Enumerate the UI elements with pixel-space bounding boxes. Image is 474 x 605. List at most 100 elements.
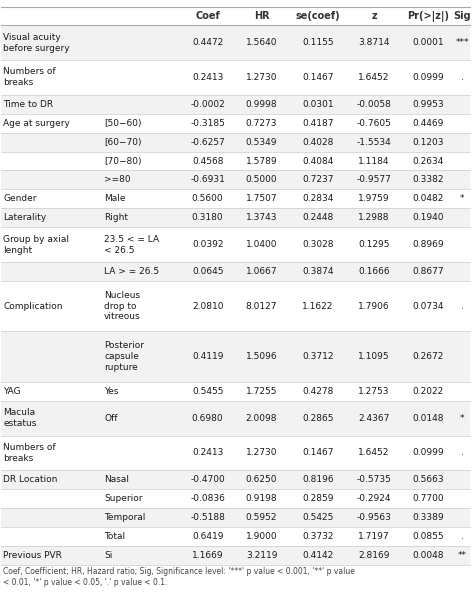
Text: 0.7237: 0.7237 — [302, 175, 334, 185]
Bar — [1, 546, 470, 565]
Text: 0.5600: 0.5600 — [192, 194, 223, 203]
Text: Total: Total — [104, 532, 125, 541]
Text: 1.5789: 1.5789 — [246, 157, 277, 166]
Text: Temporal: Temporal — [104, 513, 146, 522]
Text: Yes: Yes — [104, 387, 118, 396]
Text: 8.0127: 8.0127 — [246, 302, 277, 311]
Text: *: * — [460, 194, 464, 203]
Text: 3.2119: 3.2119 — [246, 551, 277, 560]
Text: Group by axial
lenght: Group by axial lenght — [3, 235, 69, 255]
Bar — [1, 281, 470, 332]
Text: Superior: Superior — [104, 494, 143, 503]
Text: Complication: Complication — [3, 302, 63, 311]
Text: 0.0048: 0.0048 — [412, 551, 444, 560]
Text: Coef, Coefficient; HR, Hazard ratio; Sig, Significance level: '***' p value < 0.: Coef, Coefficient; HR, Hazard ratio; Sig… — [3, 567, 355, 587]
Text: 1.7255: 1.7255 — [246, 387, 277, 396]
Text: 2.8169: 2.8169 — [358, 551, 390, 560]
Text: Nasal: Nasal — [104, 476, 129, 484]
Text: LA > = 26.5: LA > = 26.5 — [104, 267, 159, 276]
Text: 0.4568: 0.4568 — [192, 157, 223, 166]
Bar — [1, 262, 470, 281]
Text: 1.2753: 1.2753 — [358, 387, 390, 396]
Text: 0.0301: 0.0301 — [302, 100, 334, 109]
Bar — [1, 401, 470, 436]
Text: -0.2924: -0.2924 — [357, 494, 392, 503]
Text: 0.3389: 0.3389 — [412, 513, 444, 522]
Text: 0.0148: 0.0148 — [412, 414, 444, 423]
Text: 0.4142: 0.4142 — [302, 551, 334, 560]
Text: DR Location: DR Location — [3, 476, 58, 484]
Text: Posterior
capsule
rupture: Posterior capsule rupture — [104, 341, 144, 372]
Text: 0.0855: 0.0855 — [412, 532, 444, 541]
Bar — [1, 489, 470, 508]
Text: -0.6257: -0.6257 — [190, 137, 225, 146]
Text: HR: HR — [254, 11, 269, 21]
Bar — [1, 132, 470, 151]
Text: 1.7507: 1.7507 — [246, 194, 277, 203]
Text: -0.0058: -0.0058 — [356, 100, 392, 109]
Text: 0.4028: 0.4028 — [302, 137, 334, 146]
Text: -0.3185: -0.3185 — [190, 119, 225, 128]
Text: 1.7906: 1.7906 — [358, 302, 390, 311]
Text: Coef: Coef — [195, 11, 220, 21]
Text: 2.4367: 2.4367 — [358, 414, 390, 423]
Text: z: z — [371, 11, 377, 21]
Bar — [1, 7, 470, 25]
Bar — [1, 527, 470, 546]
Text: .: . — [461, 302, 464, 311]
Text: -0.0002: -0.0002 — [190, 100, 225, 109]
Text: 1.3743: 1.3743 — [246, 214, 277, 222]
Text: 0.1467: 0.1467 — [302, 448, 334, 457]
Text: Si: Si — [104, 551, 112, 560]
Text: 0.6250: 0.6250 — [246, 476, 277, 484]
Text: 0.4119: 0.4119 — [192, 352, 223, 361]
Text: 0.2413: 0.2413 — [192, 73, 223, 82]
Text: -0.7605: -0.7605 — [356, 119, 392, 128]
Text: 0.5952: 0.5952 — [246, 513, 277, 522]
Text: 0.1940: 0.1940 — [412, 214, 444, 222]
Bar — [1, 470, 470, 489]
Text: .: . — [461, 532, 464, 541]
Text: -1.5534: -1.5534 — [357, 137, 392, 146]
Text: 0.9953: 0.9953 — [412, 100, 444, 109]
Text: Pr(>|z|): Pr(>|z|) — [407, 11, 449, 22]
Text: **: ** — [457, 551, 466, 560]
Text: 0.0999: 0.0999 — [412, 448, 444, 457]
Text: 0.5000: 0.5000 — [246, 175, 277, 185]
Text: 0.4472: 0.4472 — [192, 38, 223, 47]
Text: 0.9198: 0.9198 — [246, 494, 277, 503]
Bar — [1, 227, 470, 262]
Text: 0.0999: 0.0999 — [412, 73, 444, 82]
Text: Numbers of
breaks: Numbers of breaks — [3, 443, 56, 463]
Text: 2.0098: 2.0098 — [246, 414, 277, 423]
Text: 0.3028: 0.3028 — [302, 240, 334, 249]
Bar — [1, 208, 470, 227]
Text: 0.8196: 0.8196 — [302, 476, 334, 484]
Text: Off: Off — [104, 414, 118, 423]
Text: 0.3712: 0.3712 — [302, 352, 334, 361]
Text: 0.7273: 0.7273 — [246, 119, 277, 128]
Text: [70−80): [70−80) — [104, 157, 142, 166]
Text: Numbers of
breaks: Numbers of breaks — [3, 68, 56, 87]
Text: se(coef): se(coef) — [296, 11, 340, 21]
Text: 1.6452: 1.6452 — [358, 73, 390, 82]
Bar — [1, 382, 470, 401]
Text: 0.5455: 0.5455 — [192, 387, 223, 396]
Text: 0.8969: 0.8969 — [412, 240, 444, 249]
Text: 0.3874: 0.3874 — [302, 267, 334, 276]
Bar — [1, 151, 470, 171]
Bar — [1, 25, 470, 60]
Text: 0.1467: 0.1467 — [302, 73, 334, 82]
Text: -0.5188: -0.5188 — [190, 513, 225, 522]
Text: Right: Right — [104, 214, 128, 222]
Bar — [1, 171, 470, 189]
Text: 1.9759: 1.9759 — [358, 194, 390, 203]
Text: 0.1666: 0.1666 — [358, 267, 390, 276]
Text: Sig: Sig — [453, 11, 471, 21]
Text: -0.5735: -0.5735 — [356, 476, 392, 484]
Text: Male: Male — [104, 194, 126, 203]
Text: 1.5096: 1.5096 — [246, 352, 277, 361]
Text: -0.9577: -0.9577 — [356, 175, 392, 185]
Text: 0.2834: 0.2834 — [302, 194, 334, 203]
Text: 1.0400: 1.0400 — [246, 240, 277, 249]
